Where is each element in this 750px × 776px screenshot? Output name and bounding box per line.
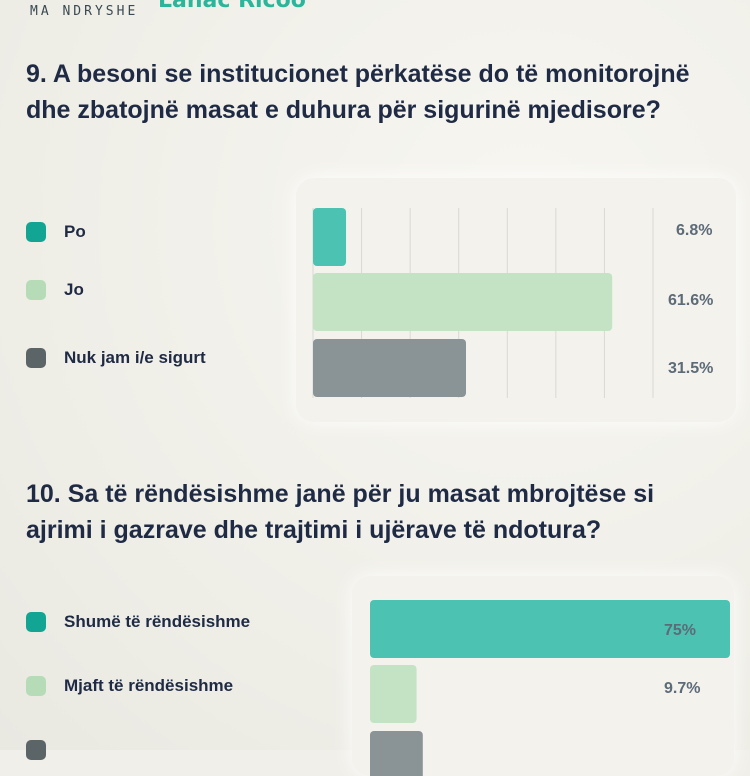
brand-logo-text: MA NDRYSHE [30, 4, 139, 19]
value-label: 31.5% [668, 360, 714, 377]
chart-q9 [312, 208, 654, 398]
bar [313, 339, 466, 397]
legend-label: Nuk jam i/e sigurt [64, 348, 206, 367]
legend-item: Po [26, 220, 86, 244]
legend-item: Shumë të rëndësishme [26, 610, 250, 634]
legend-label: Mjaft të rëndësishme [64, 676, 234, 695]
chart-q10 [370, 600, 730, 776]
bar [313, 273, 613, 331]
bar [370, 600, 730, 658]
bar [370, 665, 417, 723]
bar [313, 208, 347, 266]
value-label: 61.6% [668, 292, 714, 309]
value-label: 6.8% [676, 222, 713, 239]
legend-item: Jo [26, 278, 84, 302]
bar [370, 731, 423, 776]
legend-label: Shumë të rëndësishme [64, 612, 251, 631]
legend-swatch [26, 676, 46, 696]
brand-title: Lanac Ricoo [158, 0, 306, 13]
legend-label: Po [64, 222, 86, 241]
question-10-title: 10. Sa të rëndësishme janë për ju masat … [26, 480, 655, 544]
value-label: 9.7% [664, 680, 701, 697]
legend-item: Nuk jam i/e sigurt [26, 346, 206, 370]
question-9-title: 9. A besoni se institucionet përkatëse d… [26, 60, 690, 124]
legend-swatch [26, 222, 46, 242]
legend-swatch [26, 612, 46, 632]
legend-label: Jo [64, 280, 84, 299]
legend-item: Mjaft të rëndësishme [26, 674, 233, 698]
legend-swatch [26, 348, 46, 368]
value-label: 75% [664, 622, 697, 639]
legend-swatch [26, 280, 46, 300]
